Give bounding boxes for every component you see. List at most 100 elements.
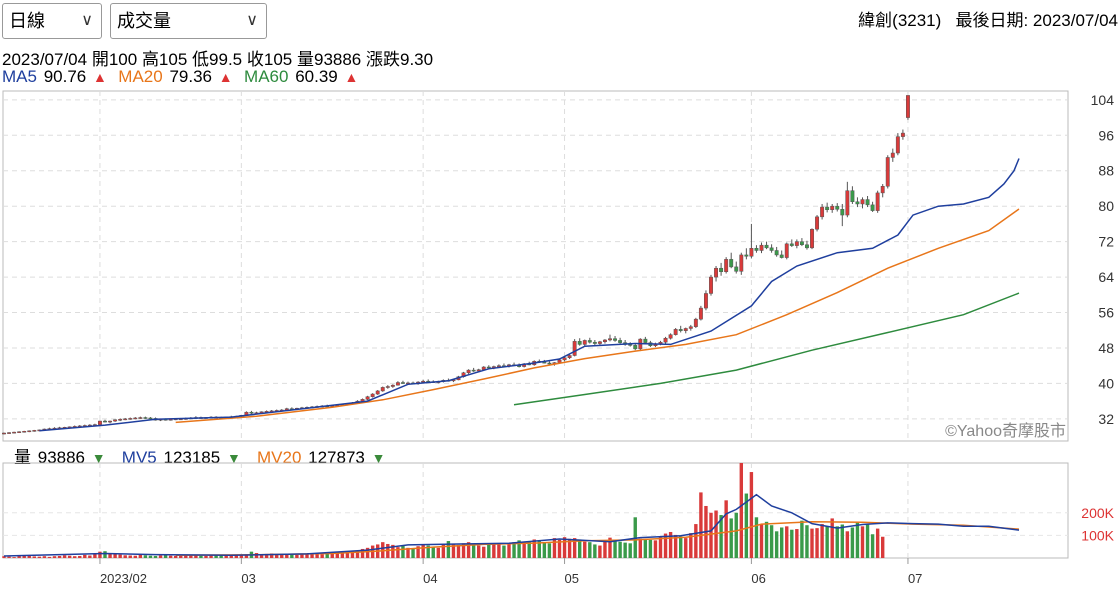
- volume-bar: [42, 556, 47, 558]
- volume-bar: [436, 547, 440, 558]
- mv5-line: [3, 493, 1020, 557]
- candle-body: [850, 190, 855, 203]
- price-tick-label: 104: [1091, 92, 1115, 108]
- period-select[interactable]: 日線 ∨: [2, 3, 102, 39]
- volume-bar: [780, 527, 784, 558]
- volume-bar: [795, 529, 799, 558]
- volume-bar: [487, 544, 491, 558]
- volume-legend: 量 93886 ▼ MV5 123185 ▼ MV20 127873 ▼: [14, 443, 387, 468]
- vol-value: 93886: [37, 448, 86, 467]
- candle: [27, 430, 32, 433]
- ma20-label: MA20: [118, 67, 163, 86]
- candle: [683, 327, 688, 334]
- candle: [17, 431, 22, 434]
- candle: [103, 419, 107, 423]
- down-arrow-icon: ▼: [371, 450, 386, 466]
- candle-body: [683, 328, 688, 331]
- volume-bar: [572, 538, 577, 558]
- volume-bar: [865, 524, 870, 558]
- volume-bar: [2, 556, 6, 558]
- volume-bar: [456, 544, 461, 558]
- candle-body: [133, 417, 138, 420]
- candle: [113, 419, 118, 422]
- volume-bar: [648, 539, 653, 558]
- volume-bar: [214, 554, 218, 558]
- volume-bar: [785, 526, 789, 558]
- mv20-line: [175, 521, 1020, 557]
- volume-bar: [502, 545, 506, 558]
- volume-bar: [275, 554, 279, 558]
- month-label: 04: [423, 571, 437, 586]
- volume-bar: [27, 555, 31, 558]
- candle-body: [471, 369, 476, 372]
- candle: [613, 336, 617, 342]
- volume-bar: [628, 543, 632, 558]
- volume-bar: [305, 553, 309, 558]
- volume-bar: [411, 548, 415, 558]
- volume-bar: [855, 521, 860, 558]
- volume-bar: [406, 547, 410, 558]
- volume-bar: [790, 529, 794, 558]
- indicator-select[interactable]: 成交量 ∨: [110, 3, 267, 39]
- volume-bar: [744, 493, 749, 558]
- volume-bar: [204, 555, 208, 558]
- candle: [663, 336, 668, 344]
- candle: [678, 325, 683, 333]
- volume-bar: [588, 542, 592, 558]
- candle-body: [895, 136, 900, 154]
- volume-bar: [673, 534, 678, 558]
- candle: [744, 248, 749, 260]
- volume-bar: [689, 533, 693, 558]
- candle: [754, 245, 759, 253]
- candle: [466, 369, 471, 375]
- candle: [623, 339, 628, 346]
- candle: [870, 201, 875, 212]
- candle-body: [870, 204, 875, 211]
- candle: [2, 432, 6, 435]
- volume-bar: [179, 555, 183, 558]
- candle-body: [845, 190, 850, 216]
- volume-bar: [103, 551, 107, 558]
- quote-high: 高105: [141, 50, 188, 69]
- volume-bar: [259, 554, 264, 558]
- candle: [471, 367, 476, 372]
- volume-bar: [820, 524, 824, 558]
- candle-body: [618, 340, 623, 343]
- volume-bar: [325, 552, 329, 558]
- volume-bar: [128, 555, 132, 558]
- volume-bar: [461, 543, 466, 558]
- volume-bar: [426, 545, 430, 558]
- candle-body: [810, 228, 814, 249]
- ma60-line: [513, 292, 1020, 406]
- volume-bar: [714, 510, 718, 558]
- quote-low: 低99.5: [192, 50, 243, 69]
- candle-body: [906, 95, 910, 118]
- candle-body: [12, 431, 17, 434]
- candle: [365, 395, 370, 401]
- volume-bar: [709, 512, 713, 558]
- volume-bar: [512, 542, 516, 558]
- candle: [138, 416, 143, 419]
- candle: [587, 337, 592, 344]
- candle: [784, 242, 789, 260]
- candle-body: [749, 248, 754, 257]
- volume-bar: [653, 540, 658, 558]
- candle-body: [799, 241, 804, 245]
- volume-bar: [108, 553, 112, 558]
- candle-body: [709, 276, 713, 294]
- candle-body: [815, 216, 819, 230]
- candle: [143, 416, 148, 419]
- candle-body: [613, 338, 617, 341]
- volume-bar: [52, 556, 57, 558]
- volume-bar: [679, 536, 683, 558]
- ma60-label: MA60: [244, 67, 289, 86]
- up-arrow-icon: ▲: [218, 69, 233, 85]
- volume-bar: [199, 555, 203, 558]
- volume-bar: [62, 555, 67, 558]
- candle: [370, 393, 375, 398]
- volume-bar: [739, 463, 743, 558]
- price-tick-label: 72: [1098, 234, 1114, 250]
- price-tick-label: 56: [1098, 305, 1114, 321]
- candle: [618, 337, 623, 344]
